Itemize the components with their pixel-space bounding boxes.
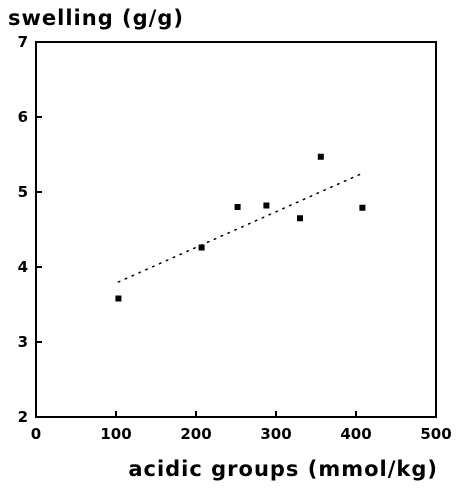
x-tick-label: 300 [260,425,291,443]
data-point [115,295,122,302]
axis-ticks: 0 100 200 300 400 500 2 3 4 5 6 7 [18,33,452,443]
x-axis-label: acidic groups (mmol/kg) [128,457,438,481]
x-tick-label: 0 [31,425,41,443]
plot-frame [35,41,437,418]
y-tick-label: 6 [18,108,28,126]
y-tick-label: 4 [18,258,28,276]
data-point [263,202,270,209]
data-point [198,244,205,251]
y-tick-label: 3 [18,333,28,351]
data-point [234,204,241,210]
x-tick-label: 200 [180,425,211,443]
x-tick-label: 500 [420,425,451,443]
y-tick-label: 7 [18,33,28,51]
x-tick-label: 400 [340,425,371,443]
data-point [317,153,324,160]
trend-line-group [117,172,364,283]
data-point [297,215,303,222]
y-tick-label: 2 [18,408,28,426]
trend-line [117,172,364,283]
data-point [359,204,366,211]
y-tick-label: 5 [18,183,28,201]
x-tick-label: 100 [100,425,131,443]
y-axis-label: swelling (g/g) [8,6,184,30]
data-points [115,153,366,302]
